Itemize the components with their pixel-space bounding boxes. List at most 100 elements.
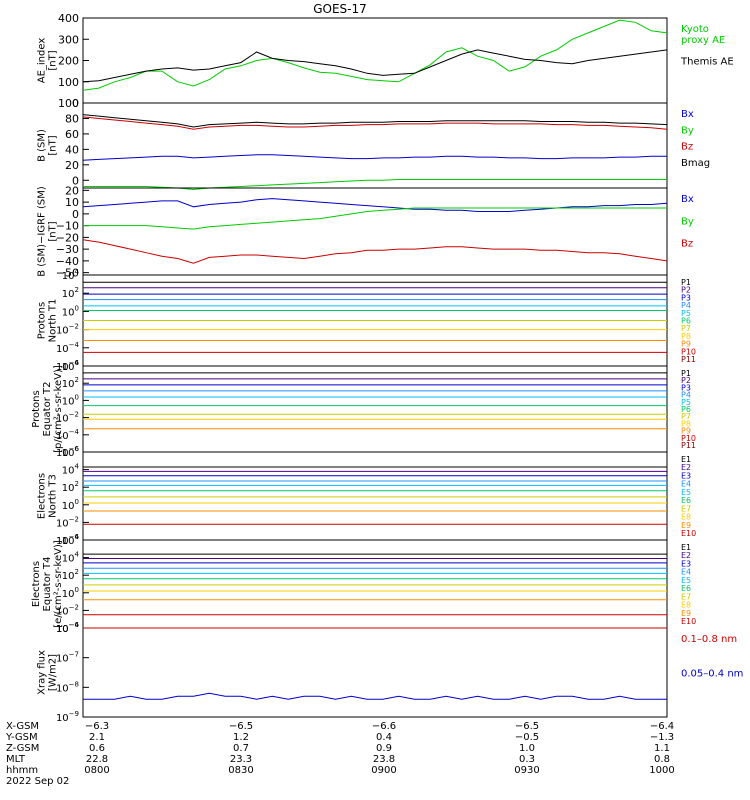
y-tick-label: 100: [62, 586, 79, 600]
panel-frame: [82, 627, 668, 718]
x-row-value: 1.0: [519, 743, 535, 754]
x-row-value: −0.5: [515, 732, 539, 743]
legend-p10: P10: [681, 347, 696, 356]
x-row-value: 0900: [371, 765, 396, 776]
legend-p3: P3: [681, 383, 691, 392]
series-line-bx: [82, 198, 668, 212]
y-tick-label: 100: [62, 393, 79, 407]
legend-p10: P10: [681, 434, 696, 443]
y-tick-label: 104: [62, 359, 80, 373]
legend-p8: P8: [681, 332, 691, 341]
y-tick-label: 100: [58, 76, 79, 89]
x-row-label: X-GSM: [6, 721, 39, 732]
series-line-0-05-0-4-nm: [83, 692, 667, 700]
legend-e10: E10: [681, 529, 696, 538]
y-tick-label: 102: [62, 286, 79, 300]
y-axis-label: AE_index: [37, 38, 48, 84]
date-label: 2022 Sep 02: [6, 776, 69, 787]
y-tick-label: 102: [62, 568, 79, 582]
legend-themis-ae: Themis AE: [680, 57, 734, 68]
x-row-value: 0.7: [233, 743, 249, 754]
y-tick-label: 80: [65, 112, 79, 125]
series-line-by: [83, 207, 667, 230]
legend-e8: E8: [681, 601, 691, 610]
y-tick-label: −40: [56, 255, 79, 268]
legend-e5: E5: [681, 576, 691, 585]
legend-e4: E4: [681, 568, 691, 577]
legend-p11: P11: [681, 355, 696, 364]
y-tick-label: 10−6: [56, 445, 80, 459]
legend-0-05-0-4-nm: 0.05–0.4 nm: [681, 669, 743, 680]
legend-e3: E3: [681, 471, 691, 480]
legend-kyoto-proxy-ae: proxy AE: [681, 35, 725, 46]
x-row-value: 0.6: [89, 743, 105, 754]
legend-p2: P2: [681, 286, 691, 295]
y-tick-label: 10−6: [56, 621, 80, 635]
series-line-kyoto-proxy-ae: [82, 19, 668, 91]
y-axis-label: Protons: [37, 302, 48, 339]
y-tick-label: 104: [62, 551, 80, 565]
series-line-bmag: [82, 114, 668, 128]
legend-e5: E5: [681, 488, 691, 497]
plot-title: GOES-17: [313, 2, 367, 16]
x-row-label: Z-GSM: [6, 743, 39, 754]
x-row-value: 0.9: [376, 743, 392, 754]
y-tick-label: 104: [62, 268, 80, 282]
legend-p7: P7: [681, 412, 691, 421]
x-row-value: −1.3: [650, 732, 674, 743]
x-row-value: 0.3: [519, 754, 535, 765]
panel-b-sm: 0 20 40 60 80 100 B (SM) [nT] Bx By Bz Bmag: [37, 97, 710, 191]
legend-e4: E4: [681, 480, 691, 489]
legend-e9: E9: [681, 521, 691, 530]
y-axis-label: [nT]: [48, 221, 59, 241]
y-tick-label: 102: [62, 480, 79, 494]
y-tick-label: 40: [65, 143, 79, 156]
y-tick-label: 102: [62, 376, 79, 390]
y-tick-label: −20: [56, 231, 79, 244]
legend-bz: Bz: [681, 239, 693, 250]
y-tick-label: 0: [72, 97, 79, 110]
legend-p3: P3: [681, 293, 691, 302]
x-row-label: MLT: [6, 754, 26, 765]
y-tick-label: 10−4: [56, 428, 80, 442]
panel-frame: [82, 451, 668, 541]
legend-p7: P7: [681, 324, 691, 333]
y-tick-label: 10−6: [56, 359, 80, 373]
y-tick-label: 10−2: [56, 603, 79, 617]
panel-frame: [82, 102, 668, 189]
x-row-value: −6.6: [372, 721, 396, 732]
y-tick-label: 300: [58, 33, 79, 46]
x-row-value: 23.8: [373, 754, 395, 765]
y-tick-label: 0: [72, 208, 79, 221]
y-tick-label: 10−4: [56, 621, 80, 635]
y-tick-label: 10−2: [56, 323, 79, 337]
series-line-bz: [82, 239, 668, 264]
legend-p2: P2: [681, 376, 691, 385]
legend-p9: P9: [681, 340, 691, 349]
legend-by: By: [681, 125, 694, 136]
y-axis-label: Electrons: [31, 561, 42, 607]
x-row-value: 22.8: [86, 754, 108, 765]
y-tick-label: 100: [58, 97, 79, 110]
series-line-themis-ae: [82, 49, 668, 83]
legend-p5: P5: [681, 309, 691, 318]
y-axis-label: B (SM): [37, 129, 48, 162]
legend-by: By: [681, 216, 694, 227]
legend-bx: Bx: [681, 109, 694, 120]
y-tick-label: −10: [56, 220, 79, 233]
legend-p6: P6: [681, 405, 691, 414]
x-row-value: −6.3: [85, 721, 109, 732]
legend-kyoto-proxy-ae: Kyoto: [681, 24, 709, 35]
panel-protons-north-t1: 104 102 100 10−2 10−4 10−6 Protons North T1 P1P2…: [37, 268, 697, 373]
y-tick-label: 10: [65, 196, 79, 209]
x-row-value: 23.3: [230, 754, 252, 765]
y-tick-label: −50: [56, 267, 79, 280]
y-tick-label: 10−9: [56, 710, 79, 724]
legend-bmag: Bmag: [681, 158, 710, 169]
legend-p4: P4: [681, 301, 691, 310]
legend-e10: E10: [681, 617, 696, 626]
